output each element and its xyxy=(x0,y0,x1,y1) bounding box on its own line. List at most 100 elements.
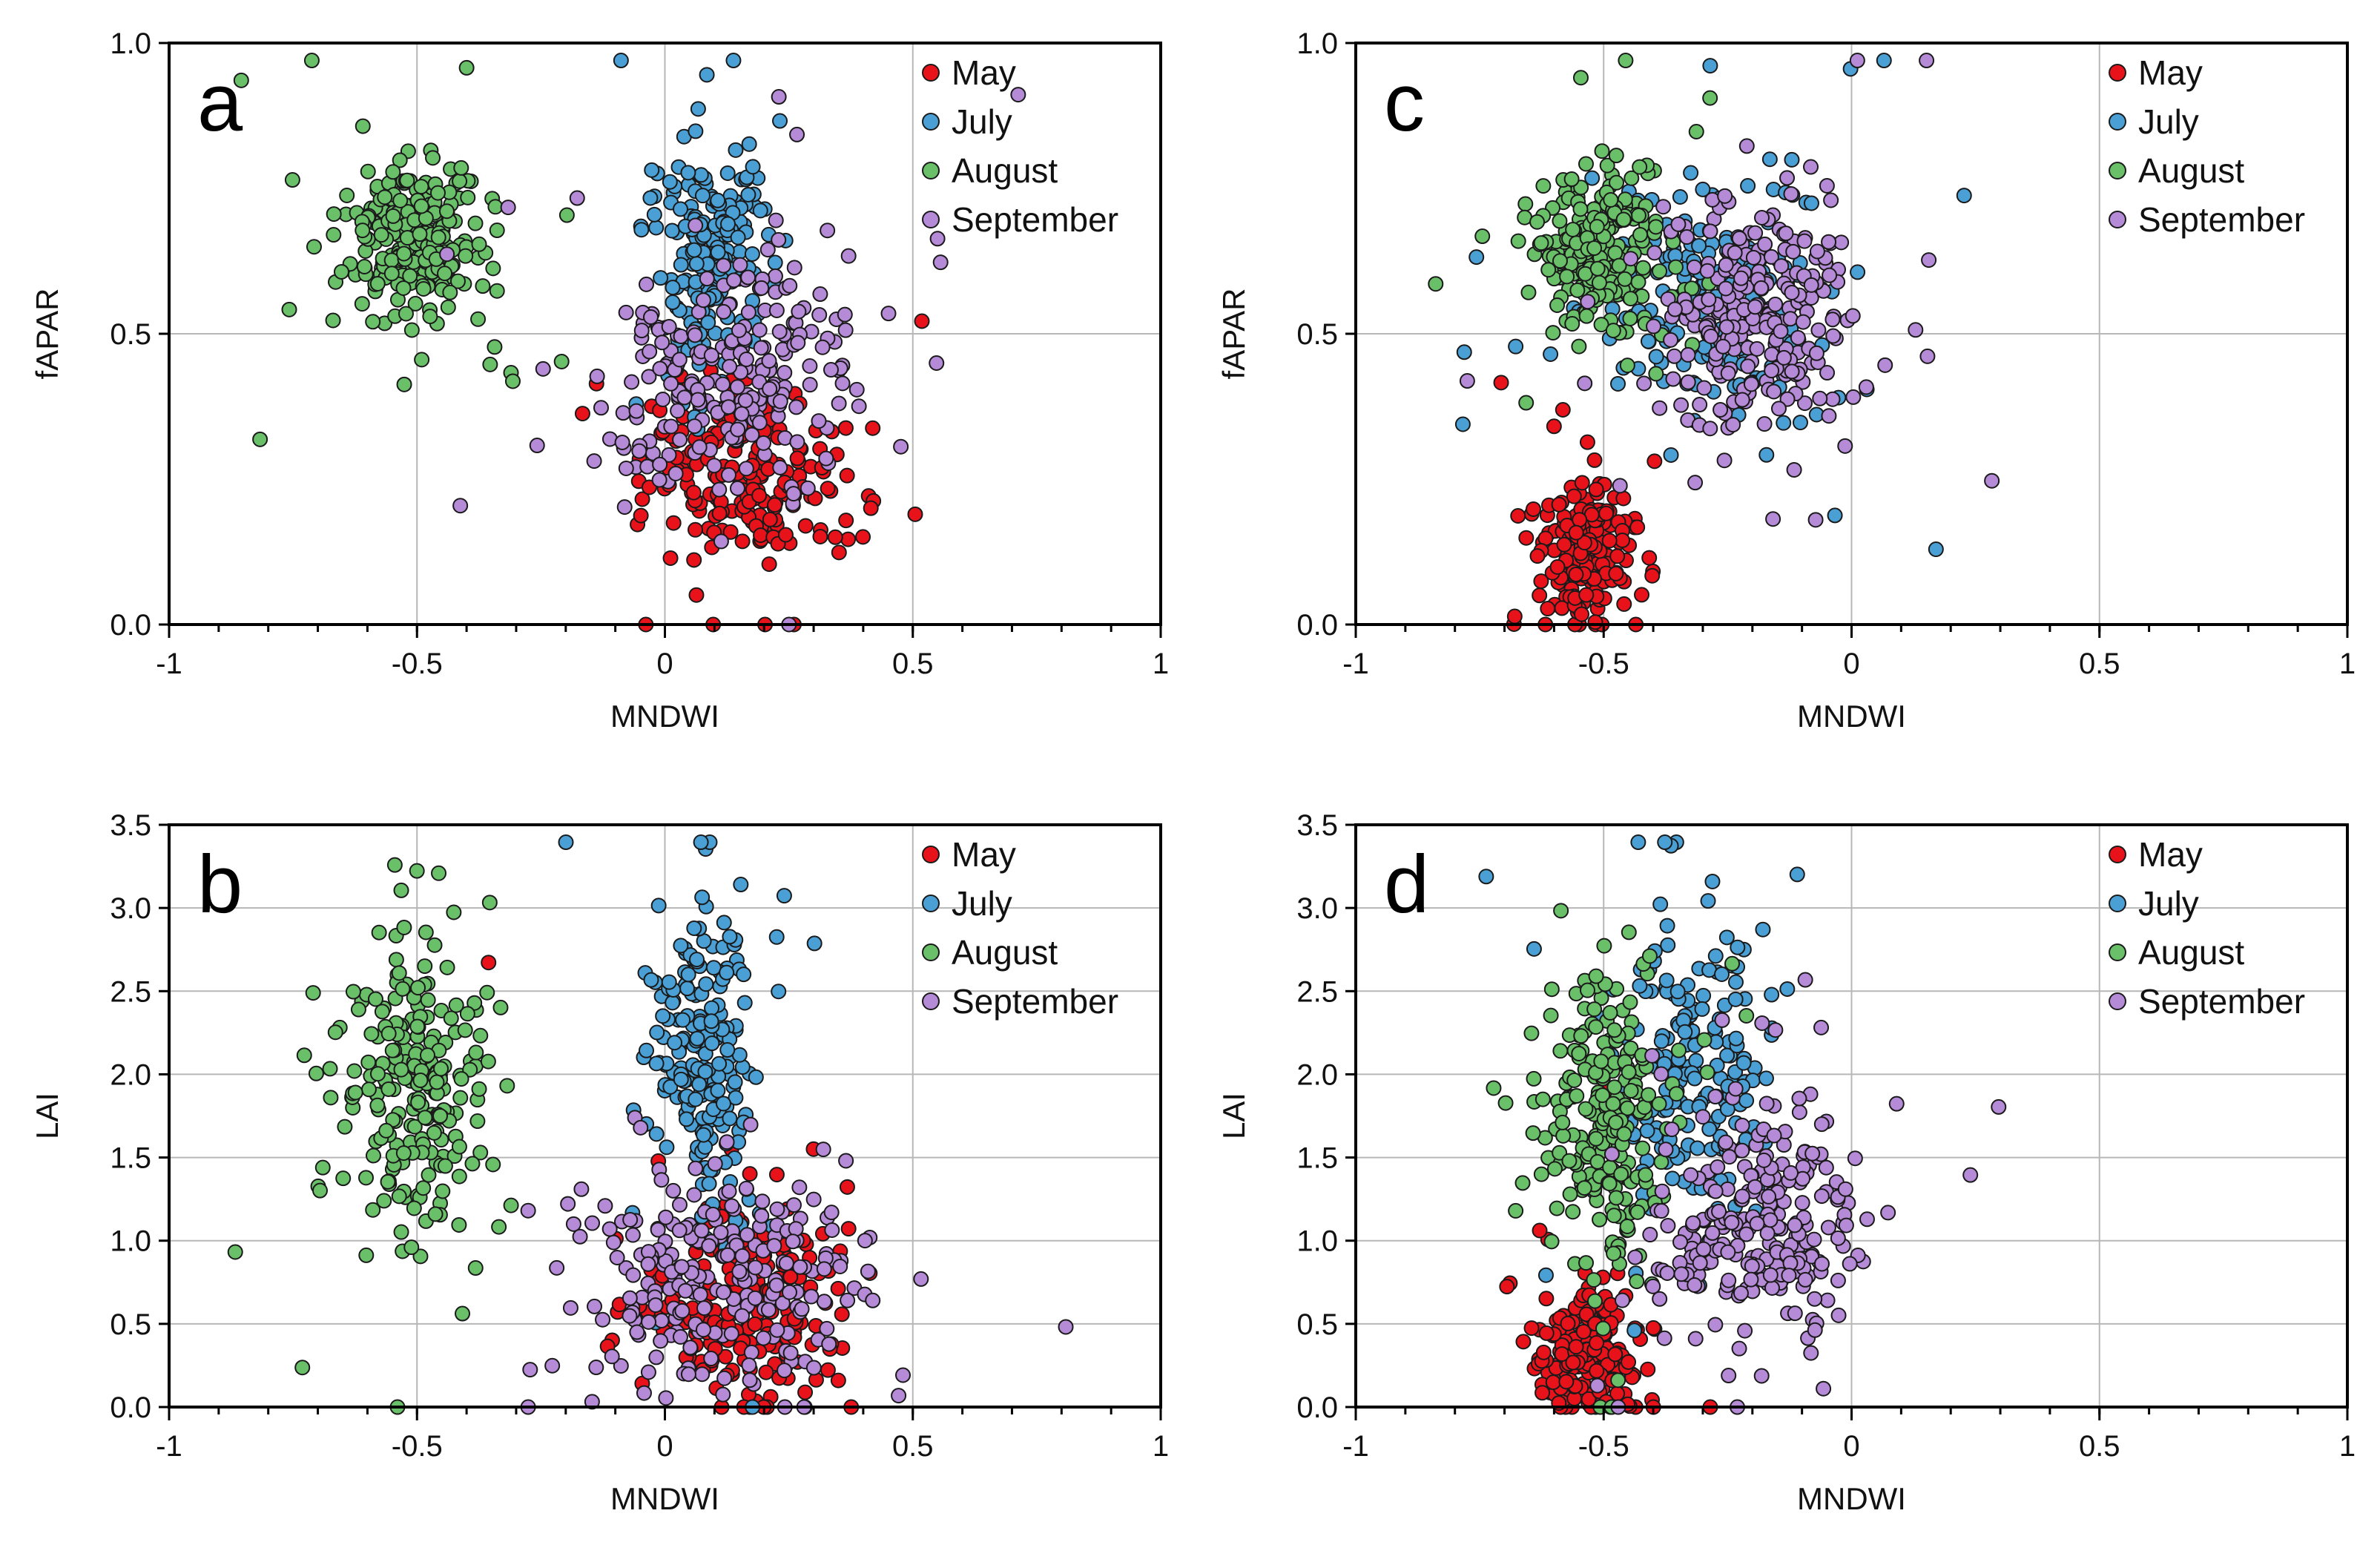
data-point xyxy=(647,1297,664,1314)
data-point xyxy=(472,1027,489,1044)
data-point xyxy=(1695,181,1711,197)
data-point xyxy=(1825,328,1842,344)
data-point xyxy=(1660,937,1676,953)
data-point xyxy=(690,392,706,408)
data-point xyxy=(1459,373,1475,389)
y-tick-label: 2.5 xyxy=(110,975,151,1008)
data-point xyxy=(1608,565,1624,582)
data-point xyxy=(451,1139,467,1155)
data-point xyxy=(435,1183,451,1199)
data-point xyxy=(792,1259,808,1275)
data-point xyxy=(1813,1188,1830,1205)
data-point xyxy=(1707,948,1724,964)
data-point xyxy=(1658,972,1675,989)
data-point xyxy=(682,1340,699,1356)
data-point xyxy=(410,980,426,996)
data-point xyxy=(1714,1012,1730,1028)
data-point xyxy=(391,1188,407,1205)
data-point xyxy=(535,360,551,377)
data-point xyxy=(811,306,828,323)
data-point xyxy=(1807,512,1824,528)
data-point xyxy=(1658,1142,1674,1158)
data-point xyxy=(700,314,716,331)
data-point xyxy=(907,506,923,522)
x-tick-label: 0 xyxy=(656,1430,673,1463)
data-point xyxy=(1608,1114,1624,1130)
data-point xyxy=(1588,1019,1604,1035)
data-point xyxy=(613,53,629,69)
data-point xyxy=(1558,1374,1575,1390)
data-point xyxy=(1787,1305,1803,1322)
data-point xyxy=(492,999,509,1015)
data-point xyxy=(1754,210,1770,226)
y-tick-label: 1.5 xyxy=(1296,1142,1338,1175)
data-point xyxy=(1837,1181,1853,1197)
data-point xyxy=(451,1216,467,1233)
data-point xyxy=(691,1076,708,1093)
data-point xyxy=(754,1208,770,1224)
data-point xyxy=(661,974,677,990)
data-point xyxy=(1568,1339,1584,1355)
data-point xyxy=(1523,1320,1540,1337)
data-point xyxy=(1962,1167,1979,1183)
series-september xyxy=(1589,972,2007,1415)
data-point xyxy=(1563,171,1580,188)
data-point xyxy=(430,229,446,246)
data-point xyxy=(1727,991,1744,1007)
data-point xyxy=(1621,924,1637,940)
data-point xyxy=(1532,1222,1548,1239)
data-point xyxy=(470,311,487,327)
data-point xyxy=(457,1022,473,1038)
data-point xyxy=(696,1300,712,1317)
data-point xyxy=(1616,596,1632,612)
data-point xyxy=(624,374,640,390)
data-point xyxy=(1803,277,1819,293)
data-point xyxy=(1555,1114,1571,1130)
data-point xyxy=(584,1215,601,1231)
data-point xyxy=(673,1071,689,1087)
data-point xyxy=(432,1108,449,1124)
data-point xyxy=(769,1201,785,1217)
data-point xyxy=(715,1386,731,1403)
data-point xyxy=(1573,606,1589,622)
data-point xyxy=(1744,1258,1760,1274)
data-point xyxy=(686,418,702,435)
data-point xyxy=(1849,53,1865,69)
data-point xyxy=(1578,156,1594,172)
data-point xyxy=(731,244,748,260)
data-point xyxy=(688,587,705,603)
data-point xyxy=(711,481,728,498)
data-point xyxy=(636,1385,652,1401)
data-point xyxy=(1508,1202,1524,1219)
y-tick-label: 1.5 xyxy=(110,1142,151,1175)
data-point xyxy=(803,1288,820,1305)
data-point xyxy=(360,1081,377,1098)
data-point xyxy=(772,113,788,129)
data-point xyxy=(692,1286,708,1302)
data-point xyxy=(1692,397,1708,413)
data-point xyxy=(797,518,814,534)
data-point xyxy=(1584,170,1601,186)
data-point xyxy=(1714,966,1730,983)
data-point xyxy=(1595,1087,1611,1104)
data-point xyxy=(1779,981,1796,997)
data-point xyxy=(1623,291,1639,307)
data-point xyxy=(393,882,409,898)
data-point xyxy=(392,152,408,168)
data-point xyxy=(689,1030,705,1047)
data-point xyxy=(642,343,658,360)
data-point xyxy=(737,392,754,409)
data-point xyxy=(467,995,483,1011)
data-point xyxy=(1525,1125,1541,1142)
data-point xyxy=(788,1221,804,1237)
data-point xyxy=(838,1153,854,1169)
data-point xyxy=(407,295,423,312)
data-point xyxy=(395,981,411,997)
data-point xyxy=(396,376,412,392)
chart-panel-c: -1 -0.5 0 0.5 1 0.0 0.5 1.0 MNDWI fAPAR c May July Au… xyxy=(1216,27,2356,734)
data-point xyxy=(296,1047,312,1064)
data-point xyxy=(806,935,823,952)
data-point xyxy=(480,1053,496,1070)
data-point xyxy=(306,239,322,255)
data-point xyxy=(812,528,828,544)
